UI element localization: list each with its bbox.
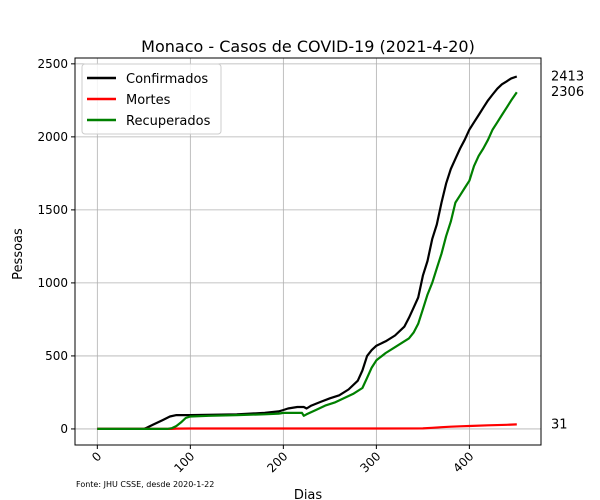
y-tick-label: 1500 — [37, 203, 68, 217]
series-line-confirmados — [97, 75, 518, 430]
legend: Confirmados Mortes Recuperados — [81, 63, 222, 135]
end-value-label-mortes: 31 — [551, 417, 568, 432]
y-tick-label: 500 — [45, 349, 68, 363]
plot-area: 0 100 200 300 40005001000150020002500Confirm… — [37, 57, 542, 475]
axes-frame — [74, 57, 542, 446]
source-footnote: Fonte: JHU CSSE, desde 2020-1-22 — [76, 480, 214, 489]
series-line-mortes — [97, 423, 517, 430]
x-axis-label: Dias — [294, 488, 323, 500]
chart-title: Monaco - Casos de COVID-19 (2021-4-20) — [141, 37, 475, 56]
end-value-label-confirmados: 2413 — [551, 70, 584, 85]
y-tick-label: 0 — [60, 422, 68, 436]
legend-entry-confirmados: Confirmados — [126, 72, 208, 87]
series-line-recuperados — [97, 91, 518, 430]
y-axis-label: Pessoas — [11, 228, 26, 280]
legend-entry-recuperados: Recuperados — [126, 114, 211, 129]
y-tick-label: 2500 — [37, 57, 68, 71]
y-tick-label: 1000 — [37, 276, 68, 290]
end-value-label-recuperados: 2306 — [551, 85, 584, 100]
legend-entry-mortes: Mortes — [126, 93, 171, 108]
y-tick-label: 2000 — [37, 130, 68, 144]
legend-box — [81, 63, 222, 135]
